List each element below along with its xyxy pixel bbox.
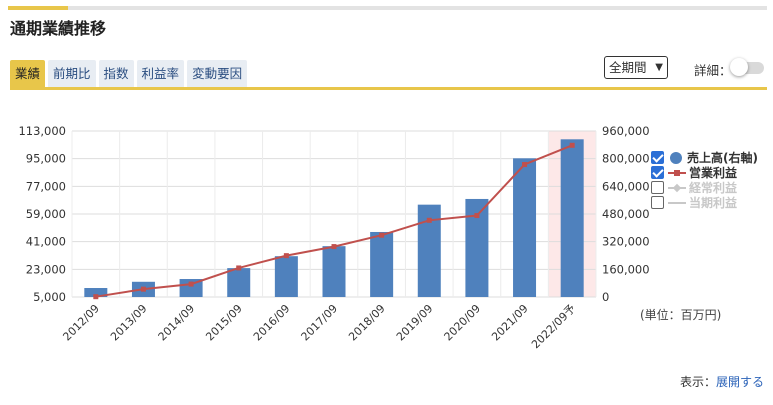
ordinary-profit-checkbox[interactable] [651,181,664,194]
x-tick-label: 2016/09 [251,302,293,344]
tab-results[interactable]: 業績 [10,60,46,87]
tab-rule [10,87,767,90]
legend-label-operating-profit: 営業利益 [689,166,738,180]
operating-profit-point [331,244,337,250]
expand-link[interactable]: 展開する [716,375,765,389]
legend-item-ordinary-profit: 経常利益 [651,180,758,195]
display-control: 表示：展開する [680,373,764,390]
tab-index[interactable]: 指数 [98,60,134,87]
display-prefix: 表示： [680,375,717,389]
x-tick-label: 2018/09 [346,302,388,344]
operating-profit-point [236,265,242,271]
net-profit-line-icon [668,201,686,204]
sales-bar [84,288,108,297]
operating-profit-point [140,286,146,292]
chevron-down-icon: ▼ [655,62,663,73]
period-select[interactable]: 全期間 ▼ [604,56,668,79]
legend-label-sales: 売上高(右軸) [687,151,758,165]
legend-item-net-profit: 当期利益 [651,195,758,210]
right-tick-label: 480,000 [602,207,650,221]
operating-profit-checkbox[interactable] [651,166,664,179]
left-tick-label: 77,000 [26,179,66,193]
sales-bar [179,279,203,297]
sales-bar [417,204,441,297]
header-rule-accent [8,6,68,10]
x-tick-label: 2015/09 [203,302,245,344]
sales-bar [513,158,537,297]
sales-bar [274,256,298,297]
left-tick-label: 113,000 [18,124,66,138]
operating-profit-line-icon [668,169,686,176]
unit-label: (単位：百万円) [640,308,722,322]
x-tick-label: 2012/09 [60,302,102,344]
sales-bar [370,231,394,297]
ordinary-profit-line-icon [668,183,686,192]
net-profit-checkbox[interactable] [651,196,664,209]
right-tick-label: 320,000 [602,235,650,249]
x-tick-label: 2013/09 [108,302,150,344]
left-tick-label: 5,000 [33,290,66,304]
legend-item-sales: 売上高(右軸) [651,150,758,165]
sales-bar [227,268,251,297]
legend-item-operating-profit: 営業利益 [651,165,758,180]
x-tick-label: 2020/09 [442,302,484,344]
x-tick-label: 2022/09予 [529,302,578,351]
detail-label: 詳細： [694,63,732,78]
right-tick-label: 0 [602,290,609,304]
operating-profit-point [474,213,480,219]
operating-profit-point [379,232,385,238]
tab-margin[interactable]: 利益率 [136,60,185,87]
tab-yoy[interactable]: 前期比 [48,60,96,87]
left-tick-label: 23,000 [26,262,66,276]
legend-label-ordinary-profit: 経常利益 [689,181,738,195]
sales-bar [560,139,584,297]
right-tick-label: 960,000 [602,124,650,138]
operating-profit-point [188,281,194,287]
tab-factors[interactable]: 変動要因 [187,60,248,87]
left-tick-label: 59,000 [26,207,66,221]
sales-bar [322,246,346,297]
left-tick-label: 95,000 [26,152,66,166]
sales-bar [465,198,489,297]
legend: 売上高(右軸) 営業利益 経常利益 当期利益 [651,150,758,210]
page-title: 通期業績推移 [10,19,107,38]
header-rule [8,6,767,10]
left-tick-label: 41,000 [26,235,66,249]
toggle-knob [730,58,748,76]
x-tick-label: 2014/09 [156,302,198,344]
right-tick-label: 800,000 [602,152,650,166]
period-select-value: 全期間 [609,60,647,75]
performance-chart: 113,000 960,000 95,000 800,000 77,000 640,000… [18,124,650,351]
operating-profit-point [426,217,432,223]
x-tick-label: 2017/09 [299,302,341,344]
operating-profit-point [569,142,575,148]
detail-toggle[interactable] [730,58,766,76]
sales-checkbox[interactable] [651,151,664,164]
legend-label-net-profit: 当期利益 [689,196,738,210]
operating-profit-point [522,162,528,168]
x-tick-label: 2021/09 [489,302,531,344]
x-tick-label: 2019/09 [394,302,436,344]
operating-profit-point [93,294,99,300]
sales-dot-icon [670,151,682,164]
operating-profit-point [283,253,289,259]
right-tick-label: 640,000 [602,179,650,193]
right-tick-label: 160,000 [602,262,650,276]
tab-bar: 業績 前期比 指数 利益率 変動要因 [10,60,248,87]
